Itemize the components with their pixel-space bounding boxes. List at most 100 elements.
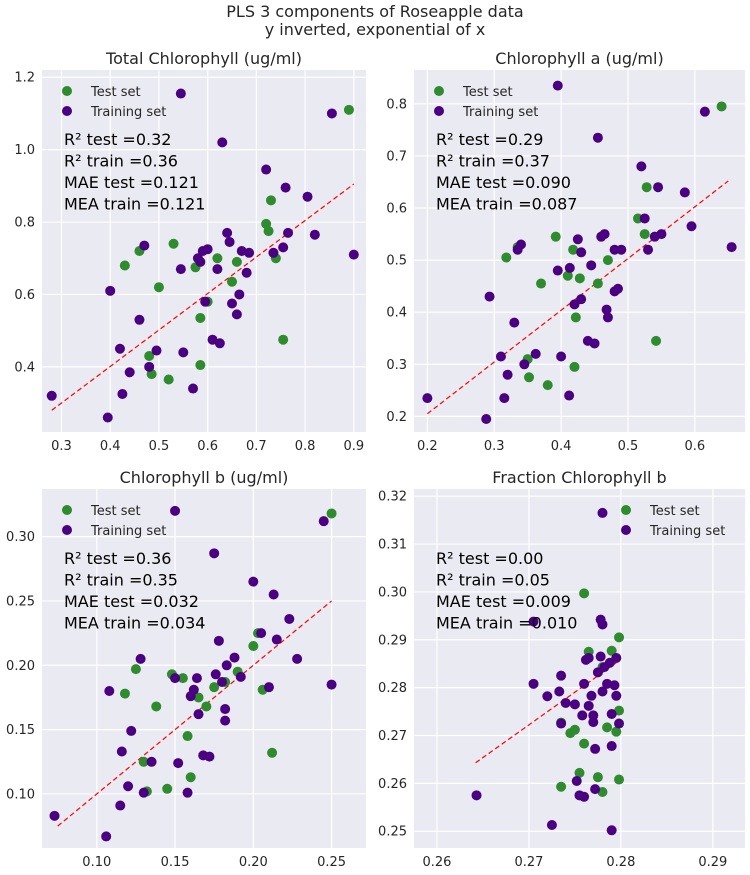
test-point xyxy=(611,726,622,737)
x-tick-label: 0.5 xyxy=(618,439,639,454)
y-tick-label: 0.8 xyxy=(14,216,35,231)
training-point xyxy=(101,831,112,842)
test-point xyxy=(231,256,242,267)
training-point xyxy=(599,229,610,240)
training-point xyxy=(224,236,235,247)
training-point xyxy=(204,751,215,762)
metric-text: R² test =0.29 xyxy=(436,130,543,149)
training-point xyxy=(726,242,737,253)
training-point xyxy=(178,347,189,358)
metric-text: R² test =0.32 xyxy=(64,130,171,149)
training-point xyxy=(117,388,128,399)
x-tick-label: 0.7 xyxy=(246,439,267,454)
x-tick-label: 0.9 xyxy=(343,439,364,454)
test-point xyxy=(639,229,650,240)
test-point xyxy=(201,701,212,712)
training-point xyxy=(227,298,238,309)
test-point xyxy=(151,701,162,712)
training-point xyxy=(636,161,647,172)
training-point xyxy=(191,673,202,684)
training-point xyxy=(592,132,603,143)
training-point xyxy=(114,343,125,354)
panel-4: 0.26 0.27 0.28 0.29 0.25 0.26 0.27 0.28 0.29 0.30… xyxy=(378,468,745,870)
test-point xyxy=(579,588,590,599)
y-tick-label: 0.30 xyxy=(378,585,407,600)
training-point xyxy=(552,80,563,91)
plot-area xyxy=(42,489,366,848)
metric-text: MEA train =0.087 xyxy=(436,195,577,214)
training-point xyxy=(170,505,181,516)
training-point xyxy=(639,213,650,224)
training-point xyxy=(554,686,565,697)
test-point xyxy=(579,738,590,749)
metric-text: R² test =0.00 xyxy=(436,549,543,568)
training-point xyxy=(597,686,608,697)
training-point xyxy=(134,314,145,325)
training-point xyxy=(221,660,232,671)
legend-label-train: Training set xyxy=(462,105,538,120)
training-point xyxy=(326,679,337,690)
training-point xyxy=(292,653,303,664)
training-point xyxy=(124,367,135,378)
legend-label-train: Training set xyxy=(90,105,166,120)
training-point xyxy=(595,651,606,662)
training-point xyxy=(495,351,506,362)
training-point xyxy=(679,187,690,198)
training-point xyxy=(579,791,590,802)
training-point xyxy=(170,673,181,684)
test-point xyxy=(248,640,259,651)
training-point xyxy=(471,790,482,801)
training-point xyxy=(481,413,492,424)
training-point xyxy=(49,810,60,821)
test-point xyxy=(550,231,561,242)
training-point xyxy=(515,239,526,250)
training-point xyxy=(175,88,186,99)
test-point xyxy=(138,756,149,767)
y-tick-label: 0.3 xyxy=(386,358,407,373)
training-set-points xyxy=(49,505,337,842)
training-point xyxy=(222,227,233,238)
legend-marker-test xyxy=(434,86,444,96)
training-point xyxy=(586,690,597,701)
training-point xyxy=(214,338,225,349)
training-point xyxy=(572,234,583,245)
y-tick-label: 0.31 xyxy=(378,538,407,553)
test-point xyxy=(278,334,289,345)
figure-title-line-2: y inverted, exponential of x xyxy=(265,20,486,39)
plot-area xyxy=(414,489,745,848)
training-point xyxy=(268,589,279,600)
test-point xyxy=(267,747,278,758)
training-point xyxy=(579,678,590,689)
training-point xyxy=(193,709,204,720)
training-point xyxy=(195,256,206,267)
y-tick-label: 0.27 xyxy=(378,729,407,744)
training-point xyxy=(586,260,597,271)
training-point xyxy=(309,229,320,240)
test-point xyxy=(574,767,585,778)
y-tick-label: 0.32 xyxy=(378,490,407,505)
y-tick-label: 0.30 xyxy=(6,530,35,545)
test-point xyxy=(227,276,238,287)
test-point xyxy=(651,335,662,346)
x-tick-label: 0.29 xyxy=(698,855,727,870)
x-tick-label: 0.3 xyxy=(51,439,72,454)
x-tick-label: 0.15 xyxy=(161,855,190,870)
test-point xyxy=(119,688,130,699)
test-point xyxy=(602,722,613,733)
panel-title: Chlorophyll b (ug/ml) xyxy=(120,468,289,487)
training-point xyxy=(234,289,245,300)
x-tick-label: 0.10 xyxy=(82,855,111,870)
training-point xyxy=(138,787,149,798)
legend-label-test: Test set xyxy=(90,85,141,100)
y-tick-label: 0.4 xyxy=(14,360,35,375)
training-point xyxy=(268,247,279,258)
training-point xyxy=(576,294,587,305)
test-point xyxy=(195,360,206,371)
metric-text: R² train =0.05 xyxy=(436,571,550,590)
test-set-points xyxy=(119,104,354,385)
training-point xyxy=(235,671,246,682)
test-point xyxy=(209,682,220,693)
training-point xyxy=(422,393,433,404)
training-point xyxy=(284,613,295,624)
training-point xyxy=(576,247,587,258)
